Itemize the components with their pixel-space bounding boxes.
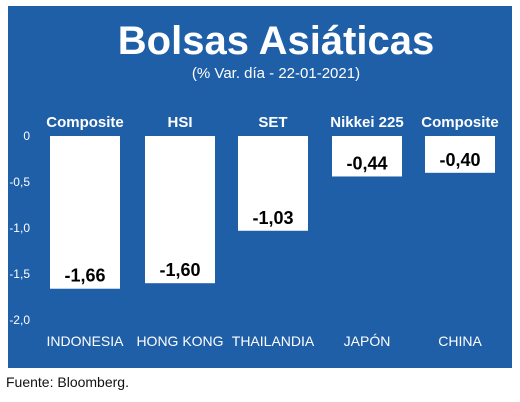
category-label: CHINA <box>438 333 482 349</box>
data-label: -1,66 <box>64 266 105 286</box>
chart-title: Bolsas Asiáticas <box>118 19 434 63</box>
bar <box>238 136 308 231</box>
index-label: Composite <box>421 114 499 131</box>
category-label: JAPÓN <box>344 333 391 349</box>
bar <box>145 136 215 284</box>
data-label: -1,60 <box>159 260 200 280</box>
y-tick-label: -2,0 <box>9 313 30 327</box>
data-label: -1,03 <box>252 208 293 228</box>
index-label: SET <box>258 114 287 131</box>
index-label: HSI <box>167 114 192 131</box>
y-tick-label: 0 <box>23 129 30 143</box>
chart-svg: Bolsas Asiáticas (% Var. día - 22-01-202… <box>9 19 498 349</box>
data-label: -0,40 <box>439 150 480 170</box>
y-tick-label: -1,0 <box>9 221 30 235</box>
bar <box>50 136 120 289</box>
y-tick-label: -1,5 <box>9 267 30 281</box>
category-label: HONG KONG <box>136 333 223 349</box>
chart-marks: 0 -0,5 -1,0 -1,5 -2,0 -1,66 Composite INDONESIA… <box>9 114 498 349</box>
category-label: THAILANDIA <box>232 333 315 349</box>
source-note: Fuente: Bloomberg. <box>6 374 129 390</box>
y-tick-label: -0,5 <box>9 175 30 189</box>
index-label: Composite <box>46 114 124 131</box>
data-label: -0,44 <box>346 153 387 173</box>
chart-subtitle: (% Var. día - 22-01-2021) <box>192 65 360 82</box>
chart-panel: Bolsas Asiáticas (% Var. día - 22-01-202… <box>8 6 512 368</box>
bar <box>332 136 402 177</box>
category-label: INDONESIA <box>46 333 124 349</box>
bar <box>425 136 495 173</box>
index-label: Nikkei 225 <box>330 114 403 131</box>
